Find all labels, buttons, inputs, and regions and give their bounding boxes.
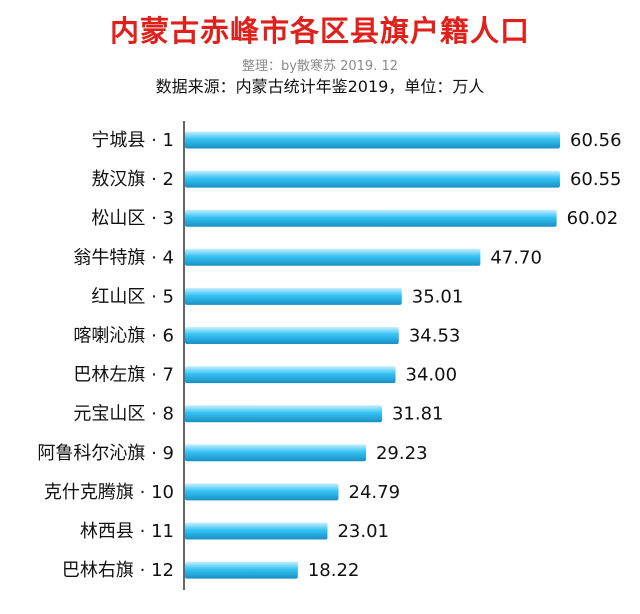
category-label: 松山区 · 3: [91, 208, 174, 229]
category-label: 喀喇沁旗 · 6: [73, 326, 174, 347]
value-label: 24.79: [349, 482, 401, 503]
bar: [185, 287, 402, 305]
bar: [185, 366, 396, 384]
author-credit: 整理：by散寒苏 2019. 12: [242, 59, 398, 74]
value-labels: 60.56 60.55 60.02 47.70 35.01 34.53 34.00 31.81…: [308, 130, 622, 581]
value-label: 60.55: [570, 169, 622, 190]
category-label: 元宝山区 · 8: [73, 404, 174, 425]
value-label: 23.01: [337, 521, 389, 542]
value-label: 60.56: [570, 130, 622, 151]
value-label: 60.02: [567, 208, 619, 229]
data-source-note: 数据来源：内蒙古统计年鉴2019，单位：万人: [155, 77, 485, 96]
category-label: 巴林左旗 · 7: [73, 365, 174, 386]
bar: [185, 131, 560, 149]
value-label: 29.23: [376, 443, 428, 464]
category-label: 阿鲁科尔沁旗 · 9: [37, 443, 174, 464]
bar: [185, 248, 481, 266]
bar: [185, 522, 328, 540]
value-label: 18.22: [308, 560, 360, 581]
bar: [185, 561, 298, 579]
category-label: 巴林右旗 · 12: [62, 560, 174, 581]
category-label: 红山区 · 5: [91, 286, 174, 307]
category-labels: 宁城县 · 1 敖汉旗 · 2 松山区 · 3 翁牛特旗 · 4 红山区 · 5 喀喇沁旗…: [37, 130, 174, 581]
page-title: 内蒙古赤峰市各区县旗户籍人口: [109, 14, 530, 48]
bar: [185, 444, 366, 462]
category-label: 克什克腾旗 · 10: [44, 482, 174, 503]
value-label: 34.53: [409, 326, 461, 347]
category-label: 敖汉旗 · 2: [91, 169, 174, 190]
bar: [185, 170, 560, 188]
value-label: 47.70: [490, 247, 542, 268]
value-label: 35.01: [412, 286, 464, 307]
value-label: 31.81: [392, 404, 444, 425]
value-label: 34.00: [406, 365, 458, 386]
bars: [185, 131, 560, 579]
bar: [185, 327, 399, 344]
category-label: 林西县 · 11: [80, 521, 174, 542]
bar: [185, 483, 339, 501]
category-label: 宁城县 · 1: [91, 130, 174, 151]
bar: [185, 209, 557, 227]
category-label: 翁牛特旗 · 4: [73, 247, 174, 268]
bar: [185, 405, 382, 423]
